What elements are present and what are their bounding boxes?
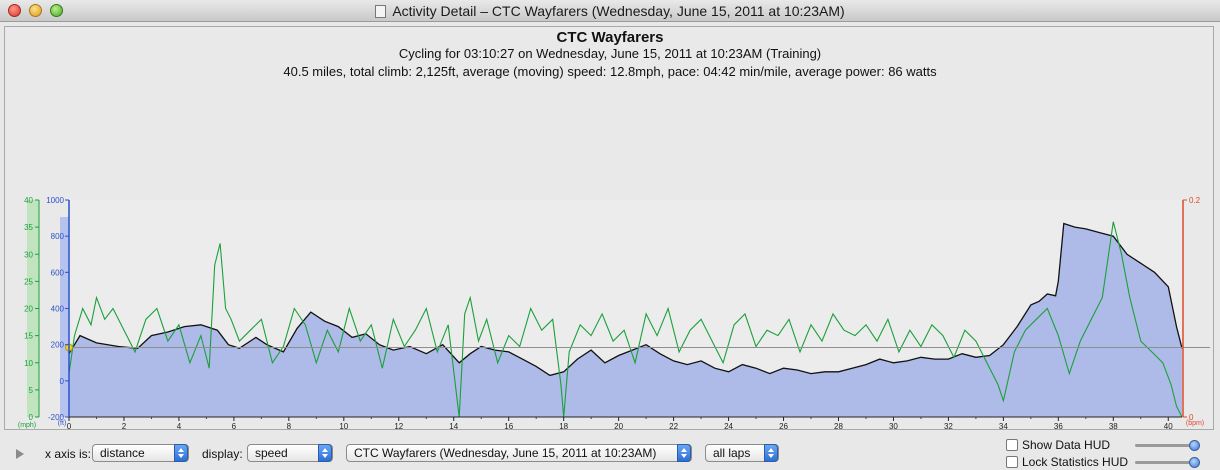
altitude-axis-unit: (ft) [58, 420, 67, 427]
x-tick-label: 18 [559, 422, 568, 430]
x-tick-label: 24 [724, 422, 733, 430]
altitude-axis-gutter [60, 217, 69, 417]
altitude-tick-label: 200 [51, 341, 65, 350]
speed-tick-label: 0 [29, 413, 34, 422]
x-tick-label: 30 [889, 422, 898, 430]
select-arrows-icon [677, 444, 691, 462]
activity-chart[interactable]: 0510152025303540(mph)-200020040060080010… [0, 190, 1220, 430]
altitude-area [69, 223, 1182, 417]
x-tick-label: 22 [669, 422, 678, 430]
select-arrows-icon [174, 444, 188, 462]
altitude-tick-label: 1000 [46, 196, 64, 205]
lock-statistics-hud-slider-knob[interactable] [1188, 457, 1200, 468]
activity-subtitle: Cycling for 03:10:27 on Wednesday, June … [398, 46, 822, 61]
x-tick-label: 20 [614, 422, 623, 430]
x-axis-select[interactable]: distance [92, 444, 189, 462]
x-tick-label: 26 [779, 422, 788, 430]
x-tick-label: 10 [339, 422, 348, 430]
window-title-text: Activity Detail – CTC Wayfarers (Wednesd… [392, 3, 845, 19]
display-select[interactable]: speed [247, 444, 333, 462]
show-data-hud-slider-track[interactable] [1135, 444, 1199, 447]
close-window-button[interactable] [8, 4, 21, 17]
altitude-tick-label: 0 [60, 377, 65, 386]
x-tick-label: 16 [504, 422, 513, 430]
x-tick-label: 4 [177, 422, 182, 430]
speed-tick-label: 25 [24, 277, 33, 286]
speed-tick-label: 35 [24, 223, 33, 232]
x-tick-label: 32 [944, 422, 953, 430]
select-arrows-icon [764, 444, 778, 462]
activity-summary: 40.5 miles, total climb: 2,125ft, averag… [283, 64, 937, 79]
laps-select[interactable]: all laps [705, 444, 779, 462]
x-tick-label: 34 [999, 422, 1008, 430]
x-axis-label: x axis is: [45, 447, 92, 461]
x-tick-label: 36 [1054, 422, 1063, 430]
speed-tick-label: 20 [24, 305, 33, 314]
x-tick-label: 8 [287, 422, 292, 430]
x-tick-label: 40 [1164, 422, 1173, 430]
hr-axis-unit: (bpm) [1186, 420, 1204, 427]
speed-axis-unit: (mph) [18, 422, 36, 429]
select-arrows-icon [318, 444, 332, 462]
document-icon [375, 5, 387, 18]
zoom-window-button[interactable] [50, 4, 63, 17]
speed-tick-label: 30 [24, 250, 33, 259]
activity-select-value: CTC Wayfarers (Wednesday, June 15, 2011 … [354, 446, 657, 460]
window-title: Activity Detail – CTC Wayfarers (Wednesd… [0, 3, 1220, 19]
x-axis-select-value: distance [100, 446, 145, 460]
lock-statistics-hud-label: Lock Statistics HUD [1022, 455, 1129, 469]
speed-tick-label: 5 [29, 386, 34, 395]
minimize-window-button[interactable] [29, 4, 42, 17]
x-tick-label: 28 [834, 422, 843, 430]
altitude-tick-label: 400 [51, 305, 65, 314]
x-tick-label: 2 [122, 422, 127, 430]
speed-tick-label: 40 [24, 196, 33, 205]
lock-statistics-hud-slider-track[interactable] [1135, 461, 1199, 464]
display-label: display: [202, 447, 243, 461]
x-tick-label: 14 [449, 422, 458, 430]
show-data-hud-label: Show Data HUD [1022, 438, 1111, 452]
laps-select-value: all laps [713, 446, 751, 460]
altitude-tick-label: 600 [51, 268, 65, 277]
x-tick-label: 6 [232, 422, 237, 430]
x-tick-label: 12 [394, 422, 403, 430]
altitude-tick-label: -200 [48, 413, 65, 422]
x-tick-label: 0 [67, 422, 72, 430]
hr-tick-label: 0 [1189, 413, 1194, 422]
x-tick-label: 38 [1109, 422, 1118, 430]
hr-tick-label: 0.2 [1189, 196, 1201, 205]
speed-tick-label: 10 [24, 359, 33, 368]
show-data-hud-slider-knob[interactable] [1188, 440, 1200, 451]
speed-line [68, 221, 1183, 418]
display-select-value: speed [255, 446, 288, 460]
activity-select[interactable]: CTC Wayfarers (Wednesday, June 15, 2011 … [346, 444, 692, 462]
activity-title: CTC Wayfarers [556, 29, 664, 46]
window-titlebar: Activity Detail – CTC Wayfarers (Wednesd… [0, 0, 1220, 22]
controls-bar: x axis is: distance display: speed CTC W… [0, 436, 1220, 470]
lock-statistics-hud-checkbox[interactable] [1006, 456, 1018, 468]
show-data-hud-checkbox[interactable] [1006, 439, 1018, 451]
speed-tick-label: 15 [24, 332, 33, 341]
altitude-tick-label: 800 [51, 232, 65, 241]
disclosure-triangle-icon[interactable] [16, 449, 24, 459]
